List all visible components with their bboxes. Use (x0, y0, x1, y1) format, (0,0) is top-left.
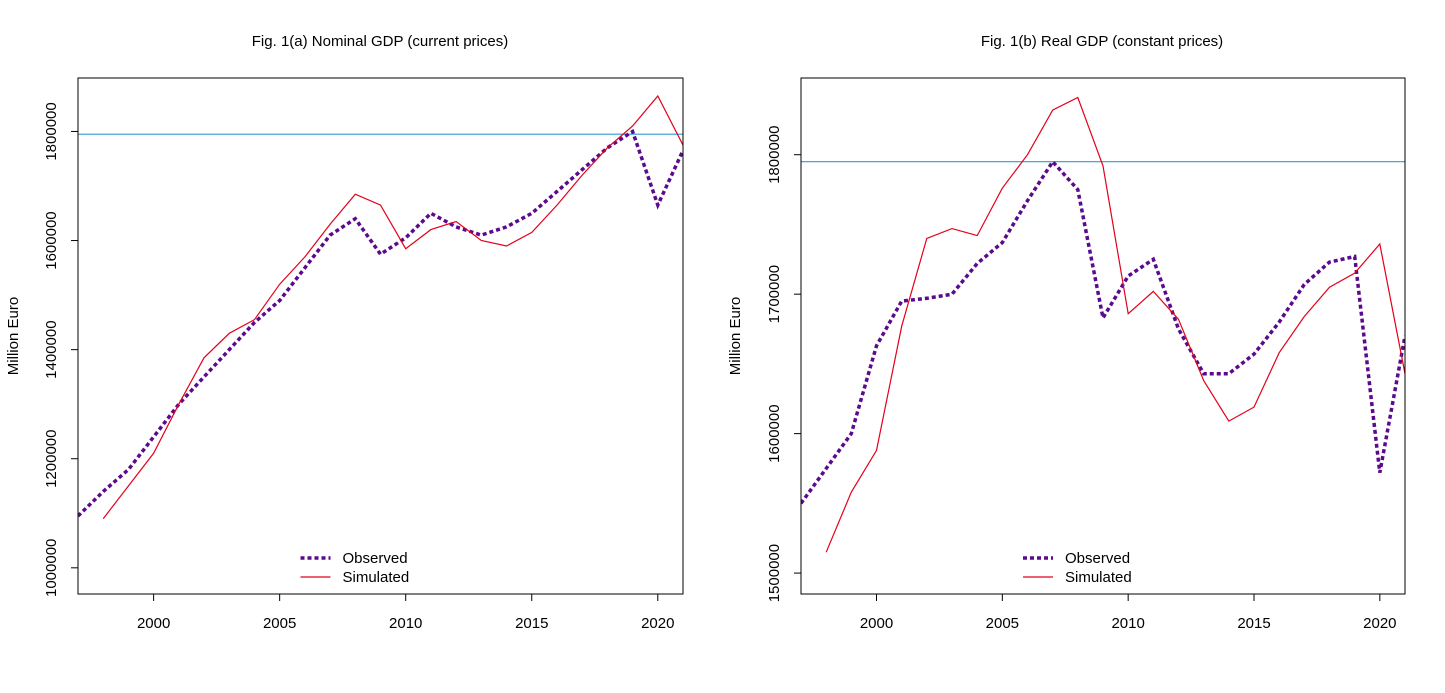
series-line-observed (78, 128, 683, 518)
x-tick-label: 2020 (641, 615, 674, 632)
series-line-simulated (102, 94, 683, 520)
panel-nominal-gdp: Fig. 1(a) Nominal GDP (current prices) Mi… (5, 33, 684, 632)
x-tick-label: 2010 (389, 615, 422, 632)
legend-label-simulated: Simulated (1065, 569, 1132, 586)
plot-frame (800, 77, 1406, 595)
y-tick-label: 1200000 (43, 430, 60, 488)
y-tick-label: 1800000 (43, 102, 60, 160)
panel-real-gdp: Fig. 1(b) Real GDP (constant prices) Mill… (727, 33, 1406, 632)
y-tick-label: 1000000 (43, 539, 60, 597)
series-line-observed (801, 158, 1405, 505)
plot-area (78, 94, 683, 520)
y-axis-label: Million Euro (5, 297, 22, 375)
y-tick-label: 1600000 (766, 404, 783, 462)
x-tick-label: 2015 (1237, 615, 1270, 632)
legend: Observed Simulated (300, 550, 410, 586)
legend-label-simulated: Simulated (343, 569, 410, 586)
x-tick-label: 2000 (137, 615, 170, 632)
legend: Observed Simulated (1023, 550, 1132, 586)
legend-label-observed: Observed (1065, 550, 1130, 567)
x-tick-label: 2010 (1111, 615, 1144, 632)
chart-title: Fig. 1(b) Real GDP (constant prices) (981, 33, 1223, 50)
series-line-simulated (825, 96, 1405, 553)
plot-frame (77, 77, 684, 595)
x-tick-label: 2000 (860, 615, 893, 632)
x-tick-label: 2015 (515, 615, 548, 632)
legend-label-observed: Observed (343, 550, 408, 567)
chart-title: Fig. 1(a) Nominal GDP (current prices) (252, 33, 508, 50)
plot-area (801, 96, 1405, 553)
y-tick-label: 1500000 (766, 544, 783, 602)
y-tick-label: 1400000 (43, 320, 60, 378)
y-tick-label: 1700000 (766, 265, 783, 323)
x-tick-label: 2005 (986, 615, 1019, 632)
y-axis-label: Million Euro (727, 297, 744, 375)
x-tick-label: 2005 (263, 615, 296, 632)
x-tick-label: 2020 (1363, 615, 1396, 632)
y-tick-label: 1800000 (766, 125, 783, 183)
y-tick-label: 1600000 (43, 211, 60, 269)
